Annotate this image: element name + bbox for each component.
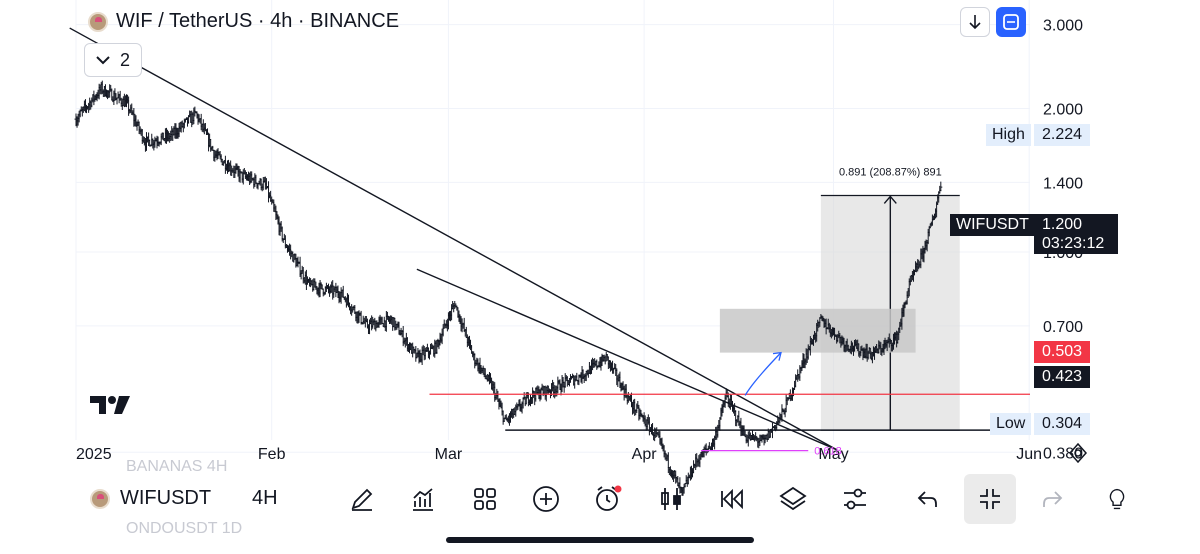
undo-icon[interactable] [912,483,944,515]
layers-icon[interactable] [777,483,809,515]
time-tick-label: Apr [632,446,658,463]
drawings-under: 0.891 (208.87%) 891 [719,166,960,431]
ghost-symbol-above: BANANAS 4H [126,458,228,475]
chart-grid [75,0,1030,453]
time-labels: 2025 Feb Mar Apr May Jun [76,446,1042,463]
price-bar [267,181,271,203]
bottom-toolbar: BANANAS 4H WIFUSDT 4H ONDOUSDT 1D [76,458,1128,537]
trendline-2 [416,268,837,451]
blue-arrow [744,352,782,396]
chart-title-text: WIF / TetherUS · 4h · BINANCE [116,10,400,32]
blue-arrow-head [772,351,782,361]
high-label: High [986,124,1031,146]
bulb-icon[interactable] [1106,483,1128,515]
time-tick-label: Jun [1016,446,1042,463]
draw-pen-icon[interactable] [346,483,378,515]
redo-icon[interactable] [1036,483,1068,515]
chart-title[interactable]: WIF / TetherUS · 4h · BINANCE [88,10,399,33]
chevron-down-icon [96,56,110,65]
alert-icon[interactable] [592,483,624,515]
price-bars [74,80,943,496]
high-value: 2.224 [1034,124,1091,146]
black-level-tag: 0.423 [1034,366,1091,388]
price-tick-label: 1.400 [1043,175,1083,192]
collapse-icon[interactable] [964,474,1016,524]
scroll-down-button[interactable] [960,7,990,37]
fullscreen-button[interactable] [996,7,1026,37]
interval-selector[interactable]: 4H [252,487,278,509]
drawings-over: 0.618 [69,27,1030,458]
price-tick-label: 3.000 [1043,18,1083,35]
price-bar [939,181,943,192]
measure-label: 0.891 (208.87%) 891 [839,166,942,178]
grid-icon[interactable] [469,483,501,515]
add-icon[interactable] [530,483,562,515]
indicator-count: 2 [119,49,130,70]
current-symbol-label: WIFUSDT [950,214,1035,236]
time-tick-label: 2025 [76,446,112,463]
wif-coin-icon [88,11,108,32]
wif-coin-icon [90,488,110,509]
axis-settings-icon[interactable] [1068,442,1088,468]
candles-icon[interactable] [655,483,687,515]
trendline-1 [69,27,837,451]
fullscreen-icon [1003,14,1019,30]
ghost-symbol-below: ONDOUSDT 1D [126,520,243,537]
low-value: 0.304 [1034,413,1091,435]
bar-countdown: 03:23:12 [1042,235,1105,252]
tradingview-logo [90,394,132,421]
measure-arrow-head [883,195,897,204]
toolbar-symbol: WIFUSDT [120,487,212,509]
low-label: Low [990,413,1032,435]
time-tick-label: Feb [258,446,286,463]
arrow-down-icon [969,15,981,30]
price-tick-label: 2.000 [1043,102,1083,119]
replay-icon[interactable] [716,483,748,515]
price-bar [115,97,119,105]
time-tick-label: Mar [435,446,463,463]
indicator-toggle-button[interactable]: 2 [84,43,142,77]
time-tick-label: May [818,446,848,463]
red-level-tag: 0.503 [1034,341,1091,363]
price-tick-label: 0.700 [1043,319,1083,336]
current-price-tag: 1.200 03:23:12 [1034,214,1118,254]
indicators-icon[interactable] [407,483,439,515]
current-price: 1.200 [1042,216,1083,233]
fib-label: 0.618 [814,446,842,458]
symbol-selector[interactable]: WIFUSDT [90,487,211,510]
home-indicator [446,537,754,543]
settings-sliders-icon[interactable] [839,483,871,515]
